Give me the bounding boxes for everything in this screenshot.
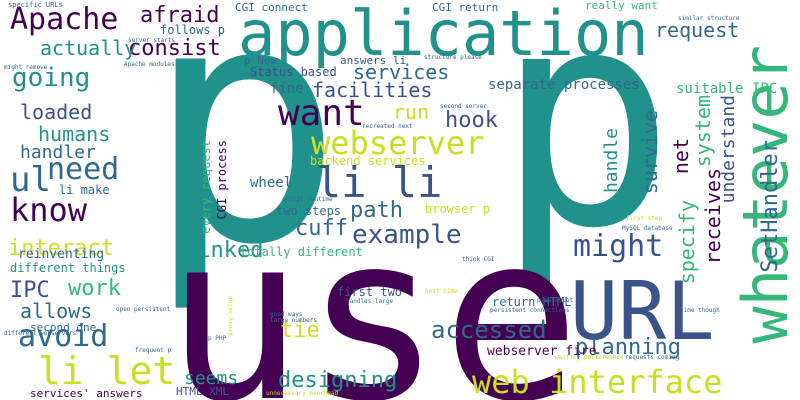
word-server-starts: server starts <box>128 38 175 44</box>
word-frequent-p: frequent p <box>135 348 171 354</box>
word-specific-urls: specific URLs <box>8 2 63 9</box>
word-time-though: time though <box>680 308 720 314</box>
word-designing: designing <box>278 370 397 392</box>
word-really-want: really want <box>585 0 658 11</box>
word-might: might <box>573 232 663 262</box>
word-p-php: p PHP <box>208 336 226 342</box>
word-requests-coming: requests coming <box>625 355 679 361</box>
word-cuff: cuff <box>295 218 348 240</box>
word-handler: handler <box>20 144 96 162</box>
word-fine: fine <box>270 82 304 96</box>
word-accessed: accessed <box>431 318 547 342</box>
word-follows-p: follows p <box>160 24 225 36</box>
word-large-numbers: large numbers <box>270 318 317 324</box>
word-apache-modules: Apache modules <box>124 62 175 68</box>
word-cgi-connect: CGI connect <box>235 2 308 13</box>
word-system: system <box>693 95 713 167</box>
word-ul: ul <box>10 163 51 197</box>
word-script-runtime: script runtime <box>282 197 333 203</box>
word-please-let: please let <box>537 298 573 304</box>
word-different-things: different things <box>10 262 126 274</box>
word-loaded: loaded <box>20 102 92 122</box>
word-specify: specify <box>677 200 697 284</box>
word-browser-p: browser p <box>425 203 490 215</box>
word-unnecessary-overhead: unnecessary overhead <box>266 391 338 397</box>
word-run: run <box>393 102 429 122</box>
word-cgi-process: CGI process <box>216 140 228 219</box>
word-li-make: li make <box>59 184 110 196</box>
word-mysql-database: MySQL database <box>622 226 673 232</box>
word-answers-li: answers li <box>340 55 406 66</box>
word-second-server: second server <box>440 104 487 110</box>
word-allows: allows <box>20 301 92 321</box>
word-request: request <box>655 20 739 40</box>
word-li-let: li let <box>38 352 175 390</box>
word-first-step: first step <box>626 216 662 222</box>
word-suitable-ipc: suitable IPC <box>676 82 777 96</box>
word-different-webservers: different webservers <box>4 331 76 337</box>
word-totally-different: totally different <box>240 246 363 258</box>
word-next-time: next time <box>425 289 458 295</box>
word-recreated-next: recreated next <box>362 124 413 130</box>
word-web-interface: web interface <box>472 366 722 398</box>
word-understand: understand <box>720 95 738 203</box>
word-humans: humans <box>38 124 110 144</box>
word-wasting-performance: wasting performance <box>555 355 624 361</box>
word-structure-please: structure please <box>424 55 482 61</box>
word-backend-services: backend services <box>310 155 426 167</box>
word-services-answers: services' answers <box>30 388 143 399</box>
word-proxy-setup: proxy setup <box>228 296 234 336</box>
word-separate-processes: separate processes <box>488 78 640 92</box>
word-p-now: p Now <box>244 55 277 66</box>
word-two-steps: two steps <box>276 205 341 217</box>
word-apache: Apache <box>10 5 118 35</box>
word-handles-large: handles large <box>346 299 393 305</box>
word-path: path <box>350 200 403 222</box>
word-might-remove: might remove <box>4 65 47 71</box>
word-first-two: first two <box>337 286 402 298</box>
word-example: example <box>352 222 462 248</box>
word-survive: survive <box>640 110 660 194</box>
word-work: work <box>68 278 121 300</box>
word-wheel: wheel <box>250 176 292 190</box>
word-similar-structure: similar structure <box>678 16 739 22</box>
word-html-xml: HTML XML <box>176 386 229 397</box>
word-handle: handle <box>603 128 621 193</box>
word-facilities: facilities <box>312 80 432 100</box>
word-actually: actually <box>40 38 136 58</box>
word-every-request: every request <box>200 140 212 234</box>
word-persistent-connections: persistent connections <box>490 308 569 314</box>
word-cgi-return: CGI return <box>432 2 498 13</box>
word-net: net <box>671 138 691 174</box>
word-reinventing: reinventing <box>18 248 104 261</box>
word-status-based: Status based <box>250 66 337 78</box>
word-hook: hook <box>445 110 498 132</box>
word-open-persistent: open persistent <box>116 307 170 313</box>
word-sethandler: SetHandler <box>760 140 782 272</box>
word-think-cgi: think CGI <box>462 257 495 263</box>
